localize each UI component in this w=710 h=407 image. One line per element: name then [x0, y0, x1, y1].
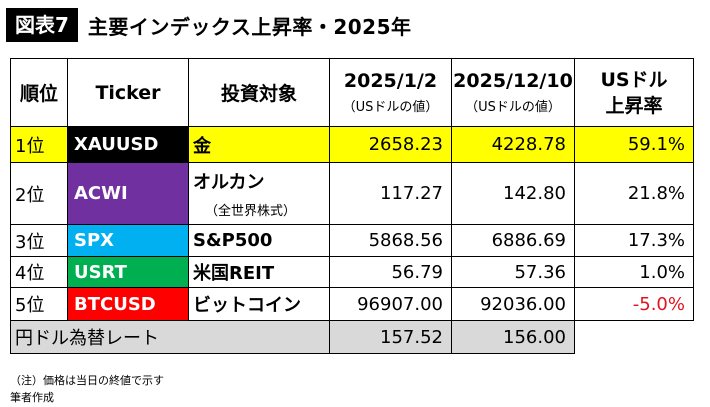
- target-name: ビットコイン: [193, 295, 301, 316]
- col-header-date2: 2025/12/10 （USドルの値）: [451, 58, 575, 127]
- ticker-cell: ACWI: [67, 162, 189, 225]
- col-header-date1: 2025/1/2 （USドルの値）: [329, 58, 452, 127]
- value-date1-cell: 117.27: [329, 162, 452, 225]
- col-header-target: 投資対象: [188, 58, 330, 127]
- rank-cell: 4位: [10, 256, 68, 288]
- table-row: 5位 BTCUSD ビットコイン 96907.00 92036.00 -5.0%: [10, 287, 694, 321]
- table-row: 1位 XAUUSD 金 2658.23 4228.78 59.1%: [10, 126, 694, 163]
- target-cell: 金: [188, 126, 330, 163]
- col-header-date1-label: 2025/1/2: [343, 70, 438, 92]
- value-date1-cell: 2658.23: [329, 126, 452, 163]
- col-header-date2-note: （USドルの値）: [465, 100, 561, 115]
- target-name: 金: [193, 135, 211, 157]
- col-header-rate-line1: USドル: [600, 68, 668, 91]
- rank-cell: 2位: [10, 162, 68, 225]
- target-cell: オルカン （全世界株式）: [188, 162, 330, 225]
- footnotes: （注）価格は当日の終値で示す 筆者作成: [10, 372, 164, 406]
- fx-rate-value2: 156.00: [451, 320, 575, 354]
- target-name: 米国REIT: [193, 263, 275, 284]
- value-date1-cell: 56.79: [329, 256, 452, 288]
- target-cell: ビットコイン: [188, 287, 330, 321]
- col-header-ticker: Ticker: [67, 58, 189, 127]
- table-row: 2位 ACWI オルカン （全世界株式） 117.27 142.80 21.8%: [10, 162, 694, 225]
- fx-rate-label: 円ドル為替レート: [10, 320, 330, 354]
- target-note: （全世界株式）: [205, 204, 297, 219]
- ticker-cell: USRT: [67, 256, 189, 288]
- col-header-date1-note: （USドルの値）: [342, 100, 439, 115]
- figure-label: 図表7: [6, 8, 78, 42]
- footnote-source: 筆者作成: [10, 391, 54, 404]
- rate-cell: 1.0%: [574, 256, 694, 288]
- value-date1-cell: 5868.56: [329, 224, 452, 257]
- target-cell: 米国REIT: [188, 256, 330, 288]
- col-header-rate-line2: 上昇率: [605, 94, 663, 117]
- value-date1-cell: 96907.00: [329, 287, 452, 321]
- fx-rate-empty: [575, 321, 694, 354]
- footnote-price-note: （注）価格は当日の終値で示す: [10, 374, 164, 387]
- col-header-rate: USドル 上昇率: [574, 58, 694, 127]
- target-name: オルカン: [193, 172, 265, 193]
- col-header-rank: 順位: [10, 58, 68, 127]
- ticker-cell: XAUUSD: [67, 126, 189, 163]
- fx-rate-value1: 157.52: [329, 320, 452, 354]
- value-date2-cell: 57.36: [451, 256, 575, 288]
- figure-header: 図表7 主要インデックス上昇率・2025年: [6, 8, 412, 42]
- index-return-table: 順位 Ticker 投資対象 2025/1/2 （USドルの値） 2025/12…: [10, 58, 694, 354]
- rank-cell: 3位: [10, 224, 68, 257]
- ticker-cell: SPX: [67, 224, 189, 257]
- target-cell: S&P500: [188, 224, 330, 257]
- value-date2-cell: 4228.78: [451, 126, 575, 163]
- fx-rate-row: 円ドル為替レート 157.52 156.00: [10, 320, 694, 354]
- rate-cell: 59.1%: [574, 126, 694, 163]
- value-date2-cell: 6886.69: [451, 224, 575, 257]
- rank-cell: 5位: [10, 287, 68, 321]
- table-header-row: 順位 Ticker 投資対象 2025/1/2 （USドルの値） 2025/12…: [10, 58, 694, 127]
- rank-cell: 1位: [10, 126, 68, 163]
- col-header-date2-label: 2025/12/10: [453, 70, 573, 92]
- ticker-cell: BTCUSD: [67, 287, 189, 321]
- rate-cell: 21.8%: [574, 162, 694, 225]
- rate-cell: 17.3%: [574, 224, 694, 257]
- table-row: 4位 USRT 米国REIT 56.79 57.36 1.0%: [10, 256, 694, 288]
- target-name: S&P500: [193, 230, 273, 251]
- table-row: 3位 SPX S&P500 5868.56 6886.69 17.3%: [10, 224, 694, 257]
- value-date2-cell: 92036.00: [451, 287, 575, 321]
- figure-title: 主要インデックス上昇率・2025年: [87, 14, 412, 39]
- value-date2-cell: 142.80: [451, 162, 575, 225]
- rate-cell: -5.0%: [574, 287, 694, 321]
